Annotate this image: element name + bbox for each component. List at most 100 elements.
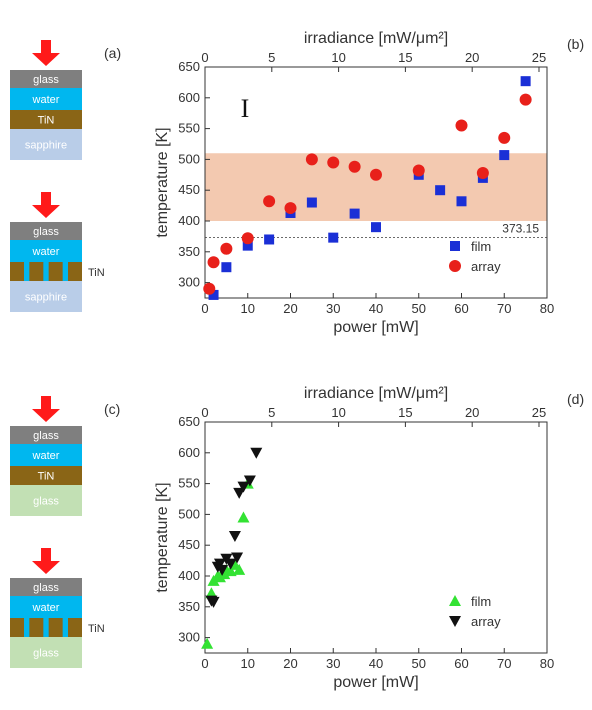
layer-glass — [10, 578, 82, 596]
x-tick-label: 80 — [540, 656, 554, 671]
y-tick-label: 650 — [178, 59, 200, 74]
tin-island — [48, 618, 63, 637]
layer-glass — [10, 70, 82, 88]
incident-light-arrow — [32, 548, 60, 574]
y-tick-label: 450 — [178, 182, 200, 197]
x-tick-label: 20 — [283, 656, 297, 671]
array-data-point — [216, 564, 229, 576]
legend-label-array: array — [471, 614, 501, 629]
array-data-point — [412, 164, 425, 177]
y-tick-label: 600 — [178, 445, 200, 460]
layer-glass — [10, 222, 82, 240]
reference-line-label: 373.15 — [502, 222, 539, 236]
array-data-point — [213, 558, 226, 570]
array-data-point — [250, 447, 263, 459]
incident-light-arrow — [32, 40, 60, 66]
array-data-point — [233, 487, 246, 499]
top-axis-label: irradiance [mW/μm²] — [304, 30, 448, 47]
array-data-point — [224, 558, 237, 570]
panel-label: (a) — [104, 45, 121, 61]
top-x-tick-label: 20 — [465, 50, 479, 65]
x-tick-label: 40 — [369, 656, 383, 671]
array-data-point — [455, 119, 468, 132]
film-data-point — [328, 232, 339, 243]
x-tick-label: 70 — [497, 301, 511, 316]
y-tick-label: 300 — [178, 630, 200, 645]
array-data-point — [207, 256, 220, 269]
film-data-point — [264, 234, 275, 245]
x-tick-label: 60 — [454, 656, 468, 671]
tin-island — [48, 262, 63, 281]
x-axis-label: power [mW] — [333, 674, 418, 691]
x-tick-label: 20 — [283, 301, 297, 316]
incident-light-arrow — [32, 192, 60, 218]
chart-panel-d: 0 10 20 30 40 50 60 70 8030035040045050055060065… — [154, 385, 584, 691]
water-gap-layer — [10, 618, 82, 637]
layer-substrate — [10, 637, 82, 668]
legend-label-film: film — [471, 239, 491, 254]
top-x-tick-label: 5 — [268, 405, 275, 420]
y-tick-label: 400 — [178, 213, 200, 228]
layer-label: glass — [33, 226, 59, 238]
y-tick-label: 650 — [178, 414, 200, 429]
x-tick-label: 30 — [326, 301, 340, 316]
top-x-tick-label: 15 — [398, 50, 412, 65]
film-data-point — [306, 197, 317, 208]
array-data-point — [284, 202, 297, 215]
y-tick-label: 300 — [178, 275, 200, 290]
legend-marker-array — [449, 260, 461, 272]
temperature-band — [205, 153, 547, 221]
layer-label: glass — [33, 496, 59, 508]
layer-label: glass — [33, 582, 59, 594]
array-data-point — [237, 481, 250, 493]
schematics-panel-a: (a) glass water TiN sapphire glass water sapphi… — [10, 40, 121, 312]
film-data-point — [237, 511, 250, 523]
schematics-panel-c: (c) glass water TiN glass glass water glass TiN — [10, 396, 120, 668]
film-data-point — [371, 222, 381, 233]
tin-island — [68, 262, 82, 281]
x-tick-label: 30 — [326, 656, 340, 671]
chart-panel-b: 373.150 10 20 30 40 50 60 70 8030035040045050055… — [154, 30, 584, 336]
film-data-point — [435, 185, 446, 196]
film-data-point — [233, 563, 246, 575]
layer-label: sapphire — [25, 140, 67, 152]
tin-island — [10, 618, 24, 637]
layer-glass — [10, 426, 82, 444]
top-x-tick-label: 25 — [532, 50, 546, 65]
array-data-point — [519, 93, 532, 106]
top-x-tick-label: 10 — [331, 405, 345, 420]
film-data-point — [520, 76, 531, 87]
film-data-point — [208, 289, 219, 300]
layer-water — [10, 240, 82, 262]
layer-label: water — [32, 450, 60, 462]
y-tick-label: 350 — [178, 599, 200, 614]
layer-substrate — [10, 129, 82, 160]
panel-label: (c) — [104, 401, 120, 417]
array-data-point — [241, 232, 254, 245]
array-data-point — [327, 156, 340, 169]
x-axis-label: power [mW] — [333, 319, 418, 336]
x-tick-label: 80 — [540, 301, 554, 316]
legend-label-array: array — [471, 259, 501, 274]
water-gap-layer — [10, 262, 82, 281]
x-tick-label: 60 — [454, 301, 468, 316]
layer-substrate — [10, 281, 82, 312]
layer-label: glass — [33, 648, 59, 660]
y-tick-label: 550 — [178, 121, 200, 136]
film-data-point — [499, 150, 510, 161]
x-tick-label: 0 — [201, 656, 208, 671]
legend-marker-film — [450, 241, 460, 251]
layer-label: sapphire — [25, 292, 67, 304]
layer-water — [10, 444, 82, 466]
panel-label: (d) — [567, 391, 584, 407]
x-tick-label: 0 — [201, 301, 208, 316]
x-tick-label: 50 — [412, 656, 426, 671]
tin-side-label: TiN — [88, 623, 105, 635]
layer-substrate — [10, 485, 82, 516]
y-tick-label: 600 — [178, 90, 200, 105]
array-data-point — [220, 242, 233, 255]
film-data-point — [221, 262, 232, 273]
layer-label: water — [32, 602, 60, 614]
x-tick-label: 70 — [497, 656, 511, 671]
